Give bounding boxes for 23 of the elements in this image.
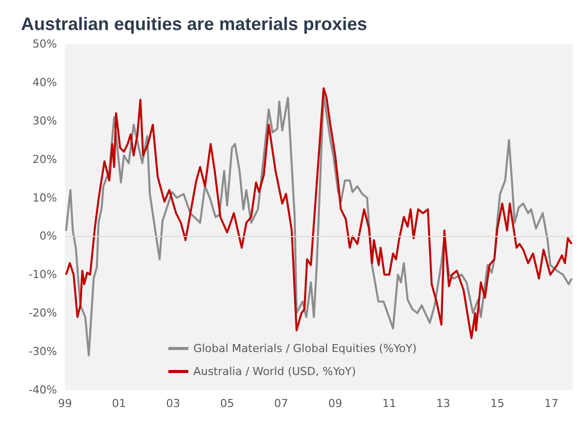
y-tick-label: -20% [28,306,57,320]
y-tick-label: -10% [28,268,57,282]
x-tick-label: 99 [58,397,72,410]
legend-label: Global Materials / Global Equities (%YoY) [193,342,417,355]
y-tick-label: 10% [32,191,57,204]
y-tick-label: 30% [32,114,57,128]
x-tick-label: 01 [112,397,126,410]
legend-label: Australia / World (USD, %YoY) [193,365,356,378]
y-tick-label: 0% [40,230,57,243]
y-tick-label: 40% [32,76,57,89]
y-tick-label: -40% [28,384,57,396]
y-tick-label: 50% [32,38,57,50]
x-tick-label: 07 [274,397,288,410]
x-tick-label: 03 [166,397,180,410]
x-tick-label: 17 [544,397,558,410]
x-tick-label: 05 [220,397,234,410]
chart-title: Australian equities are materials proxies [21,14,368,34]
x-tick-label: 11 [382,397,396,410]
x-tick-label: 13 [436,397,450,410]
x-tick-label: 15 [490,397,504,410]
y-tick-label: -30% [28,345,57,358]
x-tick-label: 09 [328,397,342,410]
y-tick-label: 20% [32,152,57,166]
